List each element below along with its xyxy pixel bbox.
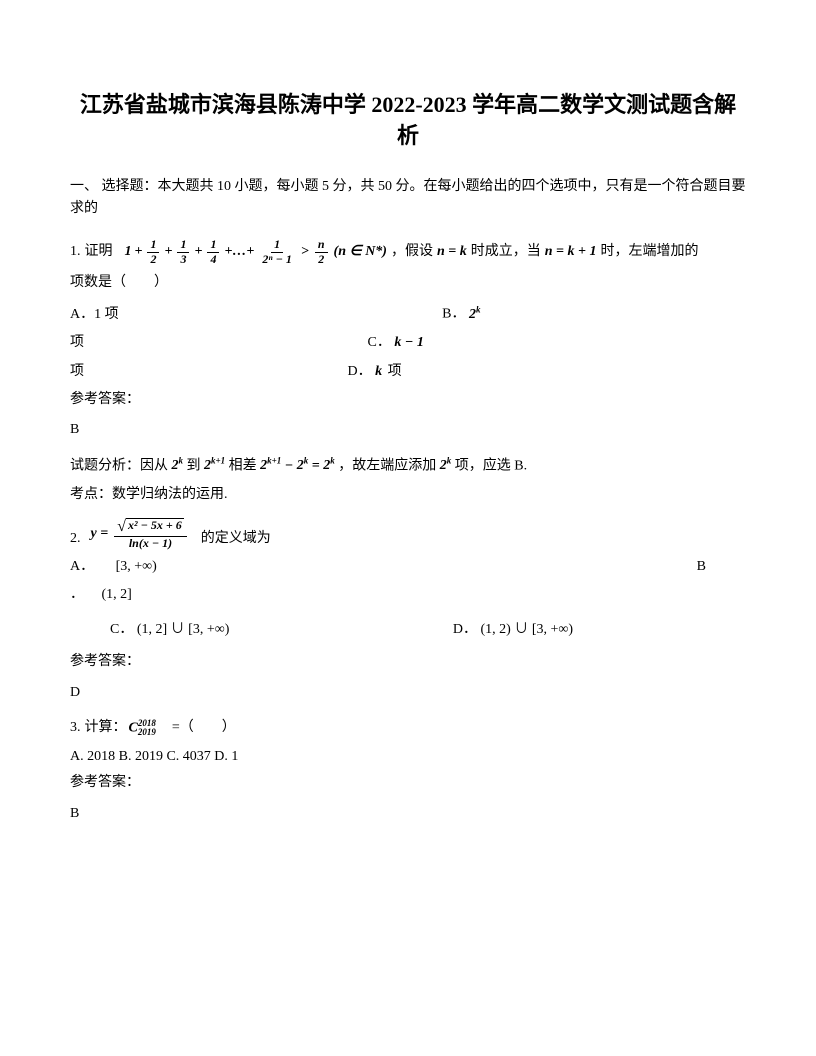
- question-3: 3. 计算： C20182019 = （ ） A. 2018 B. 2019 C…: [70, 716, 746, 825]
- q2-option-a: [3, +∞): [116, 556, 157, 578]
- q1-answer-label: 参考答案：: [70, 389, 746, 411]
- q1-answer: B: [70, 419, 746, 441]
- q1-cond-post: 时，左端增加的: [600, 241, 698, 263]
- q1-option-c: C． k − 1: [368, 332, 424, 354]
- q3-answer: B: [70, 803, 746, 825]
- question-2: 2. y = √x² − 5x + 6 ln(x − 1) 的定义域为 A． […: [70, 518, 746, 704]
- q2-post: 的定义域为: [201, 528, 271, 550]
- q1-cond-mid: 时成立，当: [471, 241, 541, 263]
- q2-option-b-label: B: [697, 556, 706, 578]
- q3-paren: （ ）: [180, 717, 236, 739]
- q1-item-word: 项: [70, 335, 84, 350]
- page-title: 江苏省盐城市滨海县陈涛中学 2022-2023 学年高二数学文测试题含解析: [70, 90, 746, 152]
- q1-kaodian: 考点：数学归纳法的运用.: [70, 484, 746, 506]
- q3-combination: C20182019: [129, 716, 156, 740]
- q1-formula: 1 + 12 + 13 + 14 +…+ 12ⁿ − 1 > n2 (n ∈ N…: [125, 238, 387, 265]
- q1-option-d: D． k 项: [348, 361, 402, 383]
- q1-number: 1.: [70, 241, 81, 263]
- q1-option-b: B． 2k: [442, 302, 480, 326]
- q2-answer: D: [70, 682, 746, 704]
- q1-line2: 项数是（ ）: [70, 272, 746, 294]
- q1-nk1: n = k + 1: [545, 241, 597, 263]
- question-1: 1. 证明 1 + 12 + 13 + 14 +…+ 12ⁿ − 1 > n2 …: [70, 238, 746, 506]
- q2-b-dot: ．: [70, 587, 84, 602]
- q2-option-a-label: A．: [70, 559, 94, 574]
- q2-option-b: (1, 2]: [102, 587, 132, 602]
- q3-number: 3.: [70, 717, 81, 739]
- q2-formula: y = √x² − 5x + 6 ln(x − 1): [91, 518, 189, 550]
- q3-eq: =: [172, 717, 180, 739]
- q2-option-d: D． (1, 2) ∪ [3, +∞): [453, 619, 573, 641]
- q2-number: 2.: [70, 528, 81, 550]
- section-header: 一、 选择题：本大题共 10 小题，每小题 5 分，共 50 分。在每小题给出的…: [70, 176, 746, 221]
- q1-cond-pre: ，假设: [391, 241, 433, 263]
- q3-answer-label: 参考答案：: [70, 772, 746, 794]
- q2-option-c: C． (1, 2] ∪ [3, +∞): [110, 619, 229, 641]
- q1-option-a: A．1 项: [70, 304, 119, 326]
- q1-verb: 证明: [85, 241, 113, 263]
- q1-nk: n = k: [437, 241, 467, 263]
- q3-pre: 计算：: [85, 717, 127, 739]
- q1-analysis: 试题分析：因从 2k 到 2k+1 相差 2k+1 − 2k = 2k ，故左端…: [70, 454, 746, 478]
- q2-answer-label: 参考答案：: [70, 651, 746, 673]
- q3-options: A. 2018 B. 2019 C. 4037 D. 1: [70, 746, 746, 768]
- q1-item-word2: 项: [70, 364, 84, 379]
